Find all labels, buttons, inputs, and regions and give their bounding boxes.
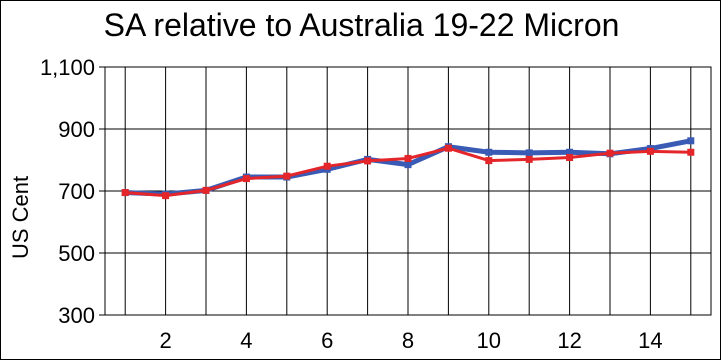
series-point	[121, 189, 129, 197]
series-layer	[121, 137, 695, 200]
series-point	[242, 175, 250, 183]
series-point	[566, 154, 574, 162]
chart-title: SA relative to Australia 19-22 Micron	[103, 7, 620, 43]
series-point	[606, 149, 614, 157]
series-point	[566, 148, 574, 156]
y-tick-label: 1,100	[40, 55, 95, 80]
x-tick-label: 6	[321, 328, 333, 353]
x-tick-label: 14	[638, 328, 662, 353]
x-tick-label: 12	[557, 328, 581, 353]
x-tick-label: 4	[240, 328, 252, 353]
series-point	[485, 148, 493, 156]
series-point	[283, 172, 291, 180]
x-tick-label: 10	[477, 328, 501, 353]
y-tick-label: 500	[58, 241, 95, 266]
series-point	[646, 147, 654, 155]
series-point	[364, 157, 372, 165]
series-point	[323, 162, 331, 170]
y-tick-label: 900	[58, 117, 95, 142]
series-point	[202, 186, 210, 194]
x-tick-label: 2	[159, 328, 171, 353]
series-point	[525, 149, 533, 157]
x-tick-label: 8	[402, 328, 414, 353]
y-tick-label: 700	[58, 179, 95, 204]
plot-area	[104, 66, 712, 316]
series-point	[525, 155, 533, 163]
series-point	[404, 154, 412, 162]
series-point	[687, 137, 695, 145]
y-tick-label: 300	[58, 303, 95, 328]
tick-layer: 300 500 700 900 1,100 2 4 6 8 10 12 14	[40, 55, 663, 353]
series-point	[485, 157, 493, 165]
series-point	[404, 161, 412, 169]
series-point	[687, 148, 695, 156]
series-point	[162, 192, 170, 200]
series-point	[444, 144, 452, 152]
